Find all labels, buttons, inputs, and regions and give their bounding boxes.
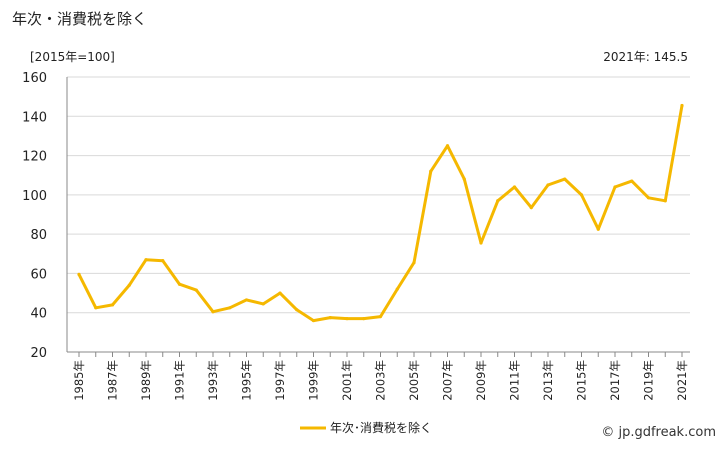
data-point: [579, 193, 584, 197]
data-point: [596, 227, 600, 231]
data-point: [211, 310, 215, 314]
x-tick-label: 1991年: [173, 360, 187, 401]
x-tick-label: 2019年: [642, 360, 656, 401]
x-tick-label: 2017年: [608, 360, 622, 401]
y-tick-label: 80: [30, 228, 47, 243]
data-point: [412, 261, 416, 265]
data-point: [395, 287, 399, 291]
data-point: [663, 199, 667, 203]
x-tick-label: 2009年: [474, 360, 488, 401]
x-tick-label: 2005年: [407, 360, 421, 401]
chart-title: 年次・消費税を除く: [12, 10, 148, 28]
x-tick-label: 2007年: [441, 360, 455, 401]
y-tick-label: 160: [22, 71, 47, 86]
data-point: [144, 258, 148, 262]
x-tick-label: 2021年: [675, 360, 689, 401]
x-tick-label: 2011年: [508, 360, 522, 401]
latest-value-label: 2021年: 145.5: [603, 50, 688, 64]
data-point: [328, 316, 332, 320]
data-point: [177, 282, 182, 286]
data-point: [613, 185, 617, 189]
x-tick-label: 1985年: [72, 360, 86, 401]
data-point: [295, 308, 299, 312]
y-tick-label: 20: [30, 346, 47, 361]
data-point: [496, 199, 500, 203]
data-point: [512, 185, 517, 189]
data-point: [479, 241, 483, 245]
data-point: [630, 179, 634, 183]
data-point: [529, 206, 533, 210]
y-tick-label: 120: [22, 150, 47, 165]
x-tick-label: 1989年: [139, 360, 153, 401]
x-tick-label: 1993年: [206, 360, 220, 401]
data-point: [77, 272, 81, 277]
data-point: [680, 103, 684, 108]
data-point: [345, 317, 349, 321]
data-point: [429, 169, 433, 173]
data-point: [261, 302, 265, 306]
y-tick-label: 40: [30, 307, 47, 322]
series-line-0: [77, 104, 684, 323]
data-point: [244, 298, 249, 302]
y-unit-label: [2015年=100]: [30, 50, 115, 64]
legend-label: 年次･消費税を除く: [330, 420, 432, 435]
data-point: [278, 291, 282, 295]
data-point: [462, 177, 466, 181]
data-point: [110, 303, 115, 307]
x-tick-label: 1987年: [106, 360, 120, 401]
x-tick-label: 1997年: [273, 360, 287, 401]
data-point: [378, 315, 383, 319]
x-tick-label: 2013年: [541, 360, 555, 401]
x-tick-label: 2001年: [340, 360, 354, 401]
data-point: [646, 196, 651, 200]
x-tick-label: 2015年: [575, 360, 589, 401]
data-point: [546, 183, 550, 187]
data-point: [563, 177, 567, 181]
data-point: [228, 306, 232, 310]
data-point: [311, 318, 316, 323]
data-point: [362, 317, 366, 321]
data-point: [445, 144, 450, 148]
x-tick-label: 1999年: [307, 360, 321, 401]
data-point: [161, 259, 165, 263]
data-point: [194, 288, 198, 292]
x-tick-label: 2003年: [374, 360, 388, 401]
y-tick-label: 100: [22, 189, 47, 204]
data-point: [94, 306, 98, 310]
y-tick-label: 60: [30, 267, 47, 282]
source-credit: © jp.gdfreak.com: [601, 425, 716, 440]
data-point: [127, 283, 131, 287]
y-tick-label: 140: [22, 110, 47, 125]
x-tick-label: 1995年: [240, 360, 254, 401]
